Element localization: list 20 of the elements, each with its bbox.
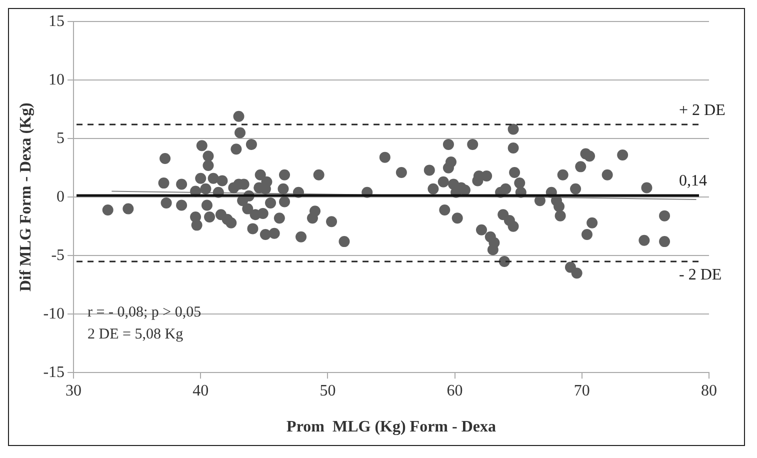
x-tick-label: 80 [701, 382, 717, 400]
y-tick-label: 0 [56, 188, 65, 206]
y-tick-label: 5 [56, 130, 65, 147]
x-tick-label: 30 [66, 382, 82, 400]
ref-line-label: - 2 DE [679, 266, 722, 284]
y-tick-label: -15 [43, 364, 65, 381]
x-tick-label: 70 [574, 382, 590, 400]
x-tick-label: 50 [320, 382, 336, 400]
ref-line-label: + 2 DE [679, 102, 726, 119]
y-tick-label: -10 [43, 305, 65, 322]
y-tick-label: -5 [51, 246, 65, 264]
x-tick-label: 60 [446, 382, 463, 400]
ref-line-label: 0,14 [679, 172, 707, 190]
y-tick-label: 10 [48, 71, 65, 88]
x-axis-title: Prom MLG (Kg) Form - Dexa [286, 418, 496, 436]
y-tick-label: 15 [48, 12, 65, 30]
x-tick-label: 40 [192, 382, 209, 400]
annotation: r = - 0,08; p > 0,05 [88, 304, 202, 321]
annotation: 2 DE = 5,08 Kg [88, 326, 184, 343]
y-axis-title: Dif MLG Form - Dexa (Kg) [18, 102, 35, 292]
